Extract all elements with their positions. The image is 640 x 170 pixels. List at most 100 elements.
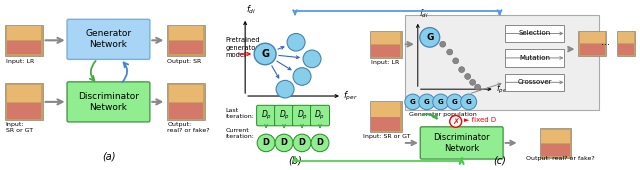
Text: Current
iteration:: Current iteration: [225,128,254,139]
Bar [580,44,605,55]
Text: Mutation: Mutation [519,55,550,61]
Bar [4,83,43,121]
Circle shape [433,94,449,110]
Text: Discriminator
Network: Discriminator Network [78,92,139,112]
Text: Input: SR or GT: Input: SR or GT [363,134,410,139]
Bar [540,128,572,158]
Circle shape [420,28,440,47]
Text: Pretrained
generator
model: Pretrained generator model [225,37,260,58]
Bar [169,26,204,40]
Bar [169,41,204,54]
Text: Crossover: Crossover [517,79,552,85]
Text: $D_p$: $D_p$ [296,109,308,122]
FancyBboxPatch shape [67,82,150,122]
Bar [579,31,606,56]
Text: Input:
SR or GT: Input: SR or GT [6,122,33,133]
Circle shape [405,94,420,110]
Text: G: G [438,99,444,105]
Circle shape [303,50,321,68]
Bar [6,85,41,102]
Text: G: G [424,99,429,105]
FancyBboxPatch shape [292,105,312,126]
Circle shape [470,79,476,85]
Text: $f_{per}$: $f_{per}$ [343,89,358,103]
Text: $f_{per}$: $f_{per}$ [495,83,509,96]
Circle shape [257,134,275,152]
FancyBboxPatch shape [420,127,503,159]
Bar [167,83,205,121]
Bar [371,32,400,44]
Text: $D_p$: $D_p$ [260,109,271,122]
Bar [371,45,400,57]
Text: Output:  $SR_1$,: Output: $SR_1$, [522,28,564,37]
Text: Discriminator
Network: Discriminator Network [433,133,490,153]
Bar [167,25,205,56]
Text: $D_p$: $D_p$ [278,109,289,122]
Text: $f_{di}$: $f_{di}$ [419,7,428,20]
Bar [371,103,400,117]
Circle shape [311,134,329,152]
Circle shape [459,67,465,73]
Bar [169,85,204,102]
Text: Generator population: Generator population [409,112,477,117]
Circle shape [276,80,294,98]
Bar [6,26,41,40]
Text: G: G [466,99,472,105]
Circle shape [452,58,459,64]
Text: Output:
real? or fake?: Output: real? or fake? [167,122,210,133]
Circle shape [440,41,445,47]
Text: (c): (c) [493,155,506,165]
Circle shape [465,74,470,79]
Circle shape [447,94,463,110]
Text: ...: ... [601,37,610,47]
Bar [618,32,634,43]
Bar [541,143,570,156]
Bar [618,31,636,56]
Text: Last
iteration:: Last iteration: [225,108,254,118]
Text: Output: real? or fake?: Output: real? or fake? [525,156,595,160]
Text: G: G [410,99,415,105]
Bar [6,103,41,119]
Bar [370,101,402,132]
Bar [618,44,634,55]
Text: $D_p$: $D_p$ [314,109,326,122]
Circle shape [447,49,452,55]
Circle shape [419,94,435,110]
Bar [371,117,400,131]
Text: Input: LR: Input: LR [6,59,34,64]
Bar [504,49,564,67]
Text: G: G [426,33,433,42]
Text: Selection: Selection [518,30,550,37]
Bar [4,25,43,56]
Bar [580,32,605,43]
Bar [6,41,41,54]
Text: ...   $SR_N$: ... $SR_N$ [522,35,547,44]
Bar [541,130,570,143]
Bar [370,31,402,58]
Circle shape [275,134,293,152]
Text: D: D [317,138,323,147]
Circle shape [254,43,276,65]
Text: D: D [262,138,269,147]
Circle shape [450,116,461,127]
Bar [504,74,564,91]
Bar [169,103,204,119]
FancyBboxPatch shape [67,19,150,59]
Text: D: D [298,138,305,147]
Text: D: D [280,138,287,147]
Circle shape [287,33,305,51]
FancyBboxPatch shape [310,105,330,126]
FancyBboxPatch shape [257,105,276,126]
Text: G: G [452,99,458,105]
Text: Generator
Network: Generator Network [85,29,132,49]
Text: G: G [261,49,269,59]
Circle shape [475,84,481,90]
Text: (b): (b) [288,155,302,165]
Bar [405,15,600,110]
Bar [504,25,564,42]
Circle shape [293,68,311,85]
Text: Input: LR: Input: LR [371,60,399,65]
Text: Output: SR: Output: SR [167,59,202,64]
Text: $f_{di}$: $f_{di}$ [246,3,257,16]
Circle shape [461,94,477,110]
